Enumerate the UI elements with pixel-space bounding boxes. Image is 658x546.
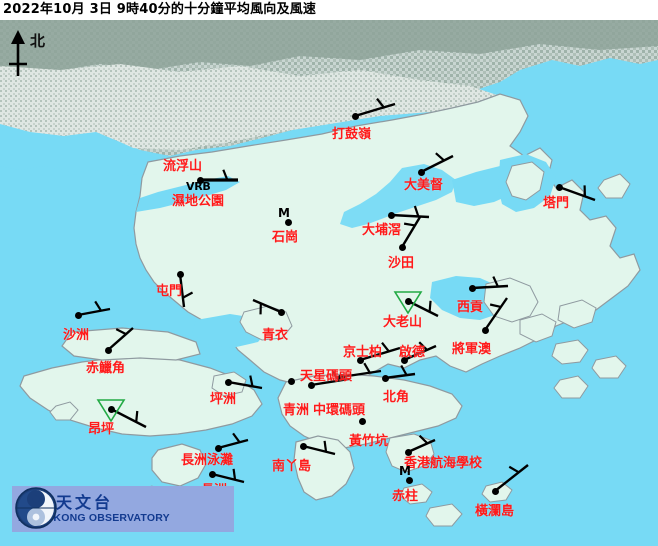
wind-barb [400,216,422,248]
wind-barb [227,375,263,390]
wind-barb [310,370,350,387]
station-label-20[interactable]: 中環碼頭 [313,403,366,418]
wind-barb [407,299,439,318]
station-label-3[interactable]: 石崗 [272,230,299,245]
wind-barb [178,273,194,308]
wind-barb [403,341,437,362]
hko-emblem-icon [15,487,57,529]
station-label-11[interactable]: 青衣 [262,328,289,343]
station-marker[interactable] [401,357,407,363]
station-marker[interactable] [288,378,294,384]
station-label-18[interactable]: 坪洲 [210,392,237,407]
station-marker[interactable] [388,212,394,218]
station-label-2[interactable]: 濕地公園 [172,194,225,209]
wind-barb [211,468,245,484]
wind-barb [390,205,430,219]
station-label-5[interactable]: 塔門 [543,196,570,211]
station-marker[interactable] [359,418,365,424]
wind-barb [252,298,282,315]
station-label-7[interactable]: 沙田 [388,256,415,271]
station-marker[interactable] [300,443,306,449]
station-marker[interactable] [75,312,81,318]
hko-logo: 香港天文台 HONG KONG OBSERVATORY [12,486,234,532]
station-label-21[interactable]: 青洲 [283,403,310,418]
station-marker[interactable] [285,219,291,225]
station-label-4[interactable]: 大美督 [404,178,444,193]
station-label-6[interactable]: 大埔滘 [362,223,402,238]
wind-barb [558,185,596,202]
station-marker[interactable] [399,244,405,250]
station-label-25[interactable]: 南丫島 [272,459,312,474]
station-marker[interactable] [308,382,314,388]
station-marker[interactable] [278,309,284,315]
calm-indicator: M [399,464,411,478]
hko-logo-en: HONG KONG OBSERVATORY [18,511,170,524]
station-label-0[interactable]: 打鼓嶺 [332,127,372,142]
station-marker[interactable] [209,471,215,477]
map-canvas[interactable]: 北 打鼓嶺 VRB 流浮山濕地公園 M 石崗 大美督塔門大埔滘沙田屯門沙洲赤鱲角 青衣 大老山… [0,20,658,546]
gale-triangle-icon [96,399,126,423]
station-marker[interactable] [357,357,363,363]
station-marker[interactable] [469,285,475,291]
station-label-9[interactable]: 沙洲 [63,328,90,343]
station-label-13[interactable]: 西貢 [457,300,484,315]
station-marker[interactable] [177,271,183,277]
station-label-15[interactable]: 京士柏 [343,345,383,360]
variable-wind-indicator: VRB [186,180,211,193]
wind-barb [407,434,436,454]
north-arrow-icon: 北 [6,28,52,80]
station-label-16[interactable]: 啟德 [399,345,426,360]
station-marker[interactable] [556,184,562,190]
station-marker[interactable] [225,379,231,385]
wind-barb [471,276,509,290]
station-marker[interactable] [338,374,344,380]
station-label-24[interactable]: 長洲泳灘 [181,453,234,468]
gale-triangle-icon [393,291,423,315]
station-marker[interactable] [382,375,388,381]
wind-barb [359,342,401,362]
station-marker[interactable] [492,488,498,494]
station-marker[interactable] [418,169,424,175]
wind-barbs-layer [77,98,596,492]
station-label-28[interactable]: 赤柱 [392,489,419,504]
station-label-12[interactable]: 大老山 [383,315,423,330]
wind-barb [484,297,508,331]
wind-barb [200,169,238,182]
page-title: 2022年10月 3日 9時40分的十分鐘平均風向及風速 [0,0,658,20]
station-label-8[interactable]: 屯門 [156,284,183,299]
station-marker[interactable] [406,477,412,483]
station-label-17[interactable]: 天星碼頭 [300,369,353,384]
station-marker[interactable] [197,177,203,183]
wind-barb [354,98,396,118]
wind-barb [340,362,382,379]
station-label-26[interactable]: 香港航海學校 [404,456,483,471]
station-marker[interactable] [352,113,358,119]
station-marker[interactable] [108,406,114,412]
wind-barb [107,327,134,351]
station-label-23[interactable]: 黃竹坑 [349,434,389,449]
station-marker[interactable] [405,449,411,455]
wind-barb [420,152,454,174]
station-label-10[interactable]: 赤鱲角 [86,361,126,376]
wind-barb [217,432,249,450]
station-label-14[interactable]: 將軍澳 [452,342,492,357]
wind-barb [384,364,416,380]
station-label-1[interactable]: 流浮山 [163,159,203,174]
wind-barb [494,464,529,492]
calm-indicator: M [278,206,290,220]
north-label: 北 [30,32,46,50]
wind-barb [77,300,111,317]
station-label-29[interactable]: 橫瀾島 [475,504,515,519]
station-label-19[interactable]: 北角 [383,390,410,405]
map-basemap [0,20,658,546]
station-marker[interactable] [105,347,111,353]
station-marker[interactable] [405,298,411,304]
station-label-22[interactable]: 昂坪 [88,422,115,437]
wind-barb [302,440,336,456]
station-marker[interactable] [215,445,221,451]
station-marker[interactable] [482,327,488,333]
